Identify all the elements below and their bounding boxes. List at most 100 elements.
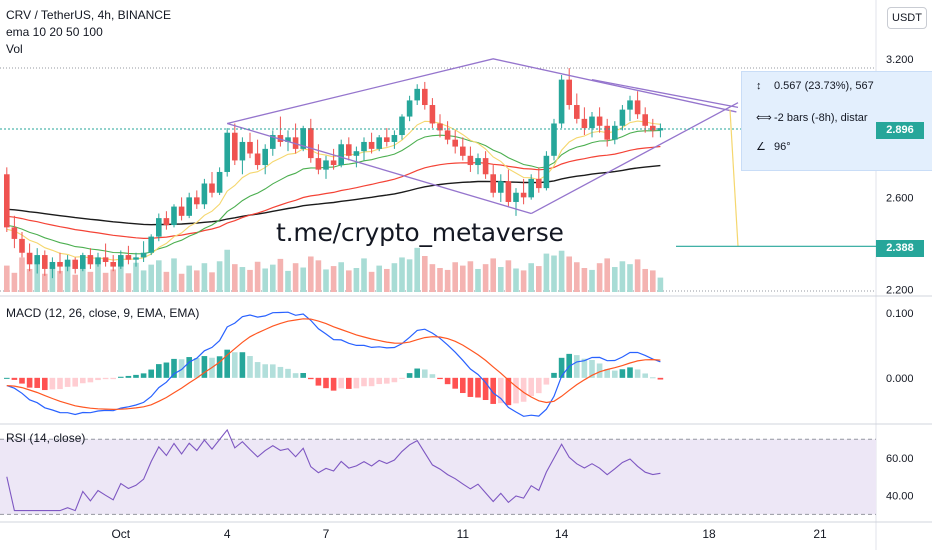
- last-price-badge: 2.896: [876, 122, 924, 139]
- candle-body: [543, 155, 550, 189]
- volume-bar: [650, 270, 656, 292]
- macd-histogram-bar: [353, 377, 360, 389]
- candle-body: [551, 123, 557, 156]
- volume-bar: [528, 263, 534, 292]
- macd-histogram-bar: [300, 373, 306, 378]
- volume-bar: [581, 268, 588, 292]
- macd-tick-label: 0.100: [886, 308, 914, 320]
- candle-body: [391, 135, 398, 142]
- volume-bar: [64, 263, 71, 292]
- volume-bar: [551, 255, 557, 292]
- volume-bar: [110, 269, 116, 292]
- volume-bar: [262, 268, 268, 292]
- macd-histogram-bar: [171, 358, 177, 378]
- macd-histogram-bar: [102, 377, 109, 380]
- macd-histogram-bar: [247, 356, 253, 378]
- macd-histogram-bar: [140, 373, 147, 378]
- macd-legend[interactable]: MACD (12, 26, close, 9, EMA, EMA): [6, 306, 200, 320]
- price-tick-label: 2.200: [886, 285, 914, 297]
- measure-angle: 96°: [774, 141, 791, 153]
- macd-histogram-bar: [361, 377, 367, 387]
- macd-histogram-bar: [323, 377, 329, 389]
- macd-histogram-bar: [254, 362, 261, 378]
- volume-bar: [414, 247, 420, 292]
- volume-bar: [186, 265, 192, 292]
- volume-bar: [163, 271, 170, 292]
- macd-histogram-bar: [19, 377, 25, 384]
- volume-bar: [133, 262, 139, 292]
- volume-bar: [429, 264, 436, 292]
- candle-body: [232, 132, 238, 161]
- volume-bar: [460, 265, 466, 292]
- macd-histogram-bar: [444, 377, 451, 385]
- macd-histogram-bar: [406, 373, 413, 378]
- ema-legend[interactable]: ema 10 20 50 100: [6, 25, 103, 39]
- macd-histogram-bar: [627, 367, 633, 378]
- macd-histogram-bar: [604, 369, 610, 378]
- candle-body: [87, 255, 94, 265]
- macd-histogram-bar: [551, 372, 557, 378]
- volume-bar: [270, 264, 276, 292]
- candle-body: [209, 183, 215, 193]
- macd-histogram-bar: [619, 369, 626, 378]
- angle-icon: ∠: [756, 141, 766, 153]
- volume-bar: [634, 259, 641, 292]
- candle-body: [452, 139, 458, 147]
- candle-body: [634, 100, 641, 115]
- candle-body: [156, 218, 162, 237]
- macd-histogram-bar: [650, 377, 656, 379]
- macd-histogram-bar: [376, 377, 382, 385]
- macd-histogram-bar: [216, 356, 223, 378]
- volume-bar: [216, 261, 223, 292]
- macd-histogram-bar: [72, 377, 78, 387]
- macd-histogram-bar: [277, 366, 284, 378]
- symbol-legend[interactable]: CRV / TetherUS, 4h, BINANCE ema 10 20 50…: [6, 7, 171, 58]
- rsi-legend[interactable]: RSI (14, close): [6, 431, 86, 445]
- candle-body: [437, 123, 443, 131]
- macd-histogram-bar: [11, 377, 18, 380]
- ema100-line: [6, 164, 661, 226]
- macd-histogram-bar: [414, 368, 420, 378]
- volume-bar: [194, 270, 200, 292]
- macd-histogram-bar: [589, 359, 595, 378]
- macd-histogram-bar: [330, 377, 337, 391]
- macd-histogram-bar: [467, 377, 474, 397]
- volume-bar: [148, 264, 154, 292]
- macd-histogram-bar: [239, 352, 246, 378]
- time-tick-label: 7: [323, 527, 330, 541]
- macd-histogram-bar: [26, 377, 33, 388]
- rsi-line: [6, 428, 661, 512]
- volume-bar: [490, 258, 496, 292]
- candle-body: [133, 257, 139, 260]
- candle-body: [64, 259, 71, 267]
- volume-bar: [34, 262, 40, 292]
- volume-bar: [627, 264, 633, 292]
- channel-lower-left-line: [227, 122, 532, 215]
- measure-tool-panel[interactable]: ↕ 0.567 (23.73%), 567 ⟺ -2 bars (-8h), dis…: [741, 71, 932, 171]
- macd-histogram-bar: [558, 357, 565, 378]
- volume-bar: [87, 271, 94, 292]
- volume-bar: [254, 261, 261, 292]
- volume-bar: [49, 267, 56, 292]
- candle-body: [262, 148, 268, 166]
- macd-histogram-bar: [34, 377, 40, 388]
- candle-body: [270, 135, 276, 149]
- candle-body: [140, 252, 147, 258]
- channel-upper-line: [227, 58, 737, 125]
- currency-button[interactable]: USDT: [887, 7, 927, 29]
- volume-bar: [330, 266, 337, 292]
- volume-bar: [346, 270, 352, 292]
- volume-bar: [140, 270, 147, 292]
- candle-body: [338, 144, 344, 166]
- volume-bar: [156, 260, 162, 292]
- candle-body: [414, 88, 420, 101]
- volume-legend[interactable]: Vol: [6, 42, 23, 56]
- macd-histogram-bar: [338, 377, 344, 389]
- candle-body: [384, 137, 390, 142]
- candle-body: [178, 206, 185, 216]
- time-tick-label: 18: [702, 527, 716, 541]
- macd-histogram-bar: [422, 369, 428, 378]
- macd-histogram-bar: [270, 364, 276, 378]
- volume-bar: [536, 266, 542, 292]
